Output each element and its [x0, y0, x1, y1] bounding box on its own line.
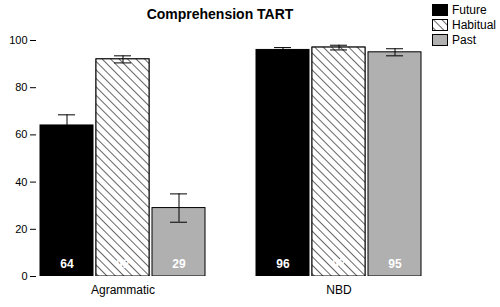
svg-text:29: 29 [172, 257, 186, 271]
svg-text:96: 96 [276, 257, 290, 271]
svg-text:80: 80 [15, 81, 27, 93]
html-text:Past: Past [452, 32, 476, 47]
svg-text:95: 95 [388, 257, 402, 271]
html-text:Future: Future [452, 2, 487, 17]
svg-text:97: 97 [332, 257, 346, 271]
svg-text:92: 92 [116, 257, 130, 271]
svg-text:100: 100 [9, 34, 27, 46]
html-text:Comprehension TART: Comprehension TART [146, 6, 294, 22]
svg-text:20: 20 [15, 223, 27, 235]
svg-text:0: 0 [21, 270, 27, 282]
html-text:Habitual: Habitual [452, 17, 496, 32]
svg-text:Agrammatic: Agrammatic [91, 283, 155, 297]
svg-text:40: 40 [15, 176, 27, 188]
svg-text:60: 60 [15, 128, 27, 140]
svg-text:64: 64 [60, 257, 74, 271]
svg-text:NBD: NBD [326, 283, 352, 297]
